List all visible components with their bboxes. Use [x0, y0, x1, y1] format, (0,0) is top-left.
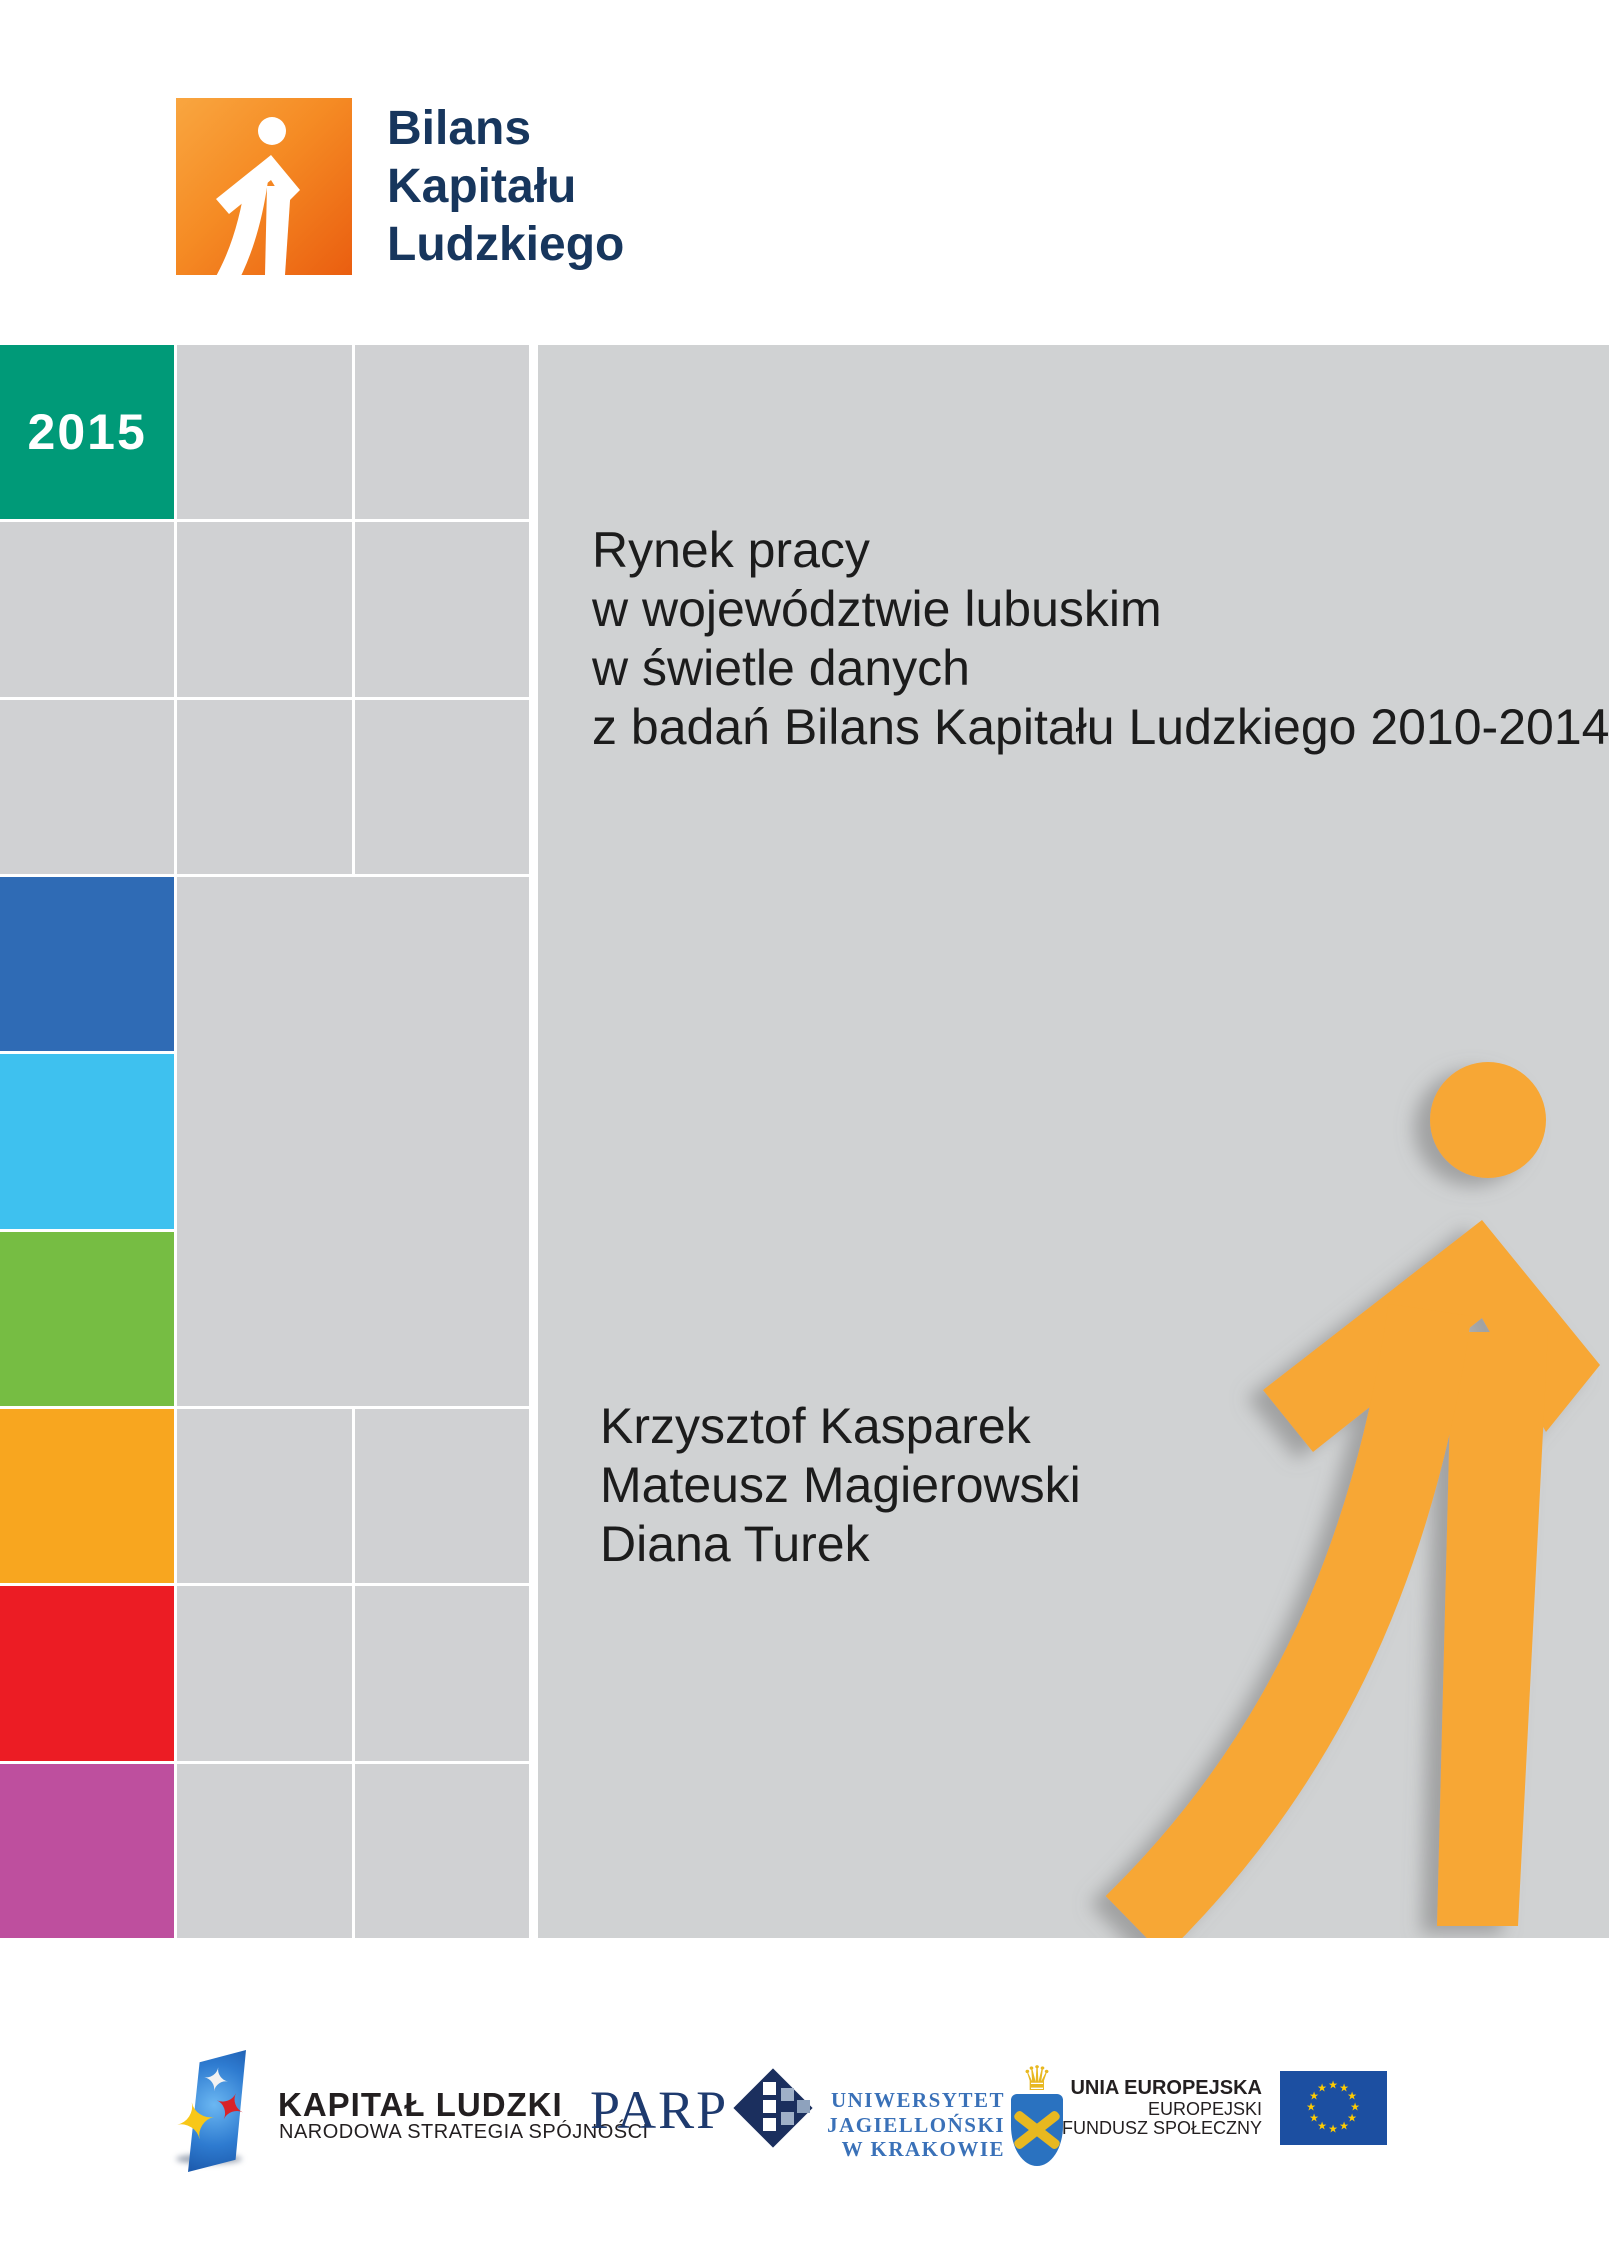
kapital-ludzki-subtitle: NARODOWA STRATEGIA SPÓJNOŚCI: [279, 2121, 649, 2143]
parp-diamond-icon: [733, 2068, 813, 2148]
gray-cell: [177, 1586, 352, 1761]
mosaic-grid: 2015: [0, 345, 529, 1938]
author-name: Krzysztof Kasparek: [600, 1398, 1031, 1454]
parp-pixel: [781, 2112, 794, 2125]
eu-star: ★: [1350, 2101, 1360, 2114]
eu-star: ★: [1347, 2090, 1357, 2103]
author-name: Diana Turek: [600, 1516, 870, 1572]
eu-line: UNIA EUROPEJSKA: [1070, 2077, 1262, 2099]
eu-star: ★: [1347, 2112, 1357, 2125]
eu-star: ★: [1317, 2120, 1327, 2133]
uj-shield: [1011, 2094, 1063, 2166]
title-line: w województwie lubuskim: [592, 581, 1162, 637]
wordmark-line: Kapitału: [387, 160, 577, 213]
uj-logo-text: UNIWERSYTET JAGIELLOŃSKI W KRAKOWIE: [820, 2088, 1005, 2162]
gray-cell: [0, 522, 175, 697]
gray-cell: [177, 1763, 352, 1938]
gray-cell: [354, 699, 529, 874]
eu-line: FUNDUSZ SPOŁECZNY: [1061, 2118, 1262, 2138]
gray-cell: [354, 1586, 529, 1761]
parp-pixel: [763, 2082, 776, 2095]
wordmark: Bilans Kapitału Ludzkiego: [387, 100, 624, 274]
main-panel: Rynek pracy w województwie lubuskim w św…: [538, 345, 1609, 1938]
authors: Krzysztof Kasparek Mateusz Magierowski D…: [600, 1397, 1081, 1574]
eu-star: ★: [1339, 2120, 1349, 2133]
uj-crest-icon: ♛: [1008, 2062, 1066, 2168]
parp-pixel: [797, 2100, 810, 2113]
eu-star: ★: [1309, 2090, 1319, 2103]
eu-logo-text: UNIA EUROPEJSKA EUROPEJSKI FUNDUSZ SPOŁE…: [915, 2076, 1262, 2138]
kapital-ludzki-title: KAPITAŁ LUDZKI: [278, 2086, 563, 2123]
bkl-logo-figure-icon: [216, 117, 300, 275]
year-cell: 2015: [0, 345, 175, 520]
blue-cell: [0, 876, 175, 1052]
orange-cell: [0, 1408, 175, 1584]
wordmark-line: Ludzkiego: [387, 218, 625, 271]
red-cell: [0, 1586, 175, 1761]
eu-flag-icon: ★ ★ ★ ★ ★ ★ ★ ★ ★ ★ ★ ★: [1280, 2071, 1387, 2145]
uj-line: UNIWERSYTET: [830, 2088, 1005, 2112]
uj-line: JAGIELLOŃSKI: [827, 2112, 1005, 2137]
eu-star: ★: [1328, 2123, 1338, 2136]
gray-cell: [177, 522, 352, 697]
wordmark-line: Bilans: [387, 102, 532, 155]
gray-cell: [354, 1763, 529, 1938]
year-label: 2015: [27, 404, 147, 461]
uj-crown-icon: ♛: [1021, 2060, 1053, 2098]
title-line: z badań Bilans Kapitału Ludzkiego 2010-2…: [592, 699, 1609, 755]
report-title: Rynek pracy w województwie lubuskim w św…: [592, 521, 1609, 757]
gray-cell: [354, 1408, 529, 1584]
gray-cell: [177, 1408, 352, 1584]
uj-line: W KRAKOWIE: [841, 2137, 1005, 2161]
gray-cell: [177, 699, 352, 874]
gray-cell: [177, 345, 352, 520]
eu-star: ★: [1309, 2112, 1319, 2125]
magenta-cell: [0, 1763, 175, 1938]
parp-pixel: [781, 2088, 794, 2101]
gray-cell: [354, 345, 529, 520]
title-line: w świetle danych: [592, 640, 970, 696]
lime-cell: [0, 1231, 175, 1406]
gray-cell: [354, 522, 529, 697]
eu-star: ★: [1339, 2082, 1349, 2095]
bkl-logo: [176, 98, 352, 275]
parp-pixel: [763, 2100, 776, 2113]
eu-star: ★: [1306, 2101, 1316, 2114]
gray-cell: [0, 699, 175, 874]
eu-star: ★: [1328, 2079, 1338, 2092]
parp-logo-text: PARP: [590, 2080, 729, 2140]
kapital-ludzki-emblem-icon: ✦ ✦ ✦: [170, 2050, 252, 2172]
gray-merged-cell: [177, 876, 529, 1406]
parp-pixel: [763, 2118, 776, 2131]
eu-star: ★: [1317, 2082, 1327, 2095]
eu-line: EUROPEJSKI: [1147, 2099, 1262, 2119]
author-name: Mateusz Magierowski: [600, 1457, 1081, 1513]
cyan-cell: [0, 1054, 175, 1229]
title-line: Rynek pracy: [592, 522, 870, 578]
